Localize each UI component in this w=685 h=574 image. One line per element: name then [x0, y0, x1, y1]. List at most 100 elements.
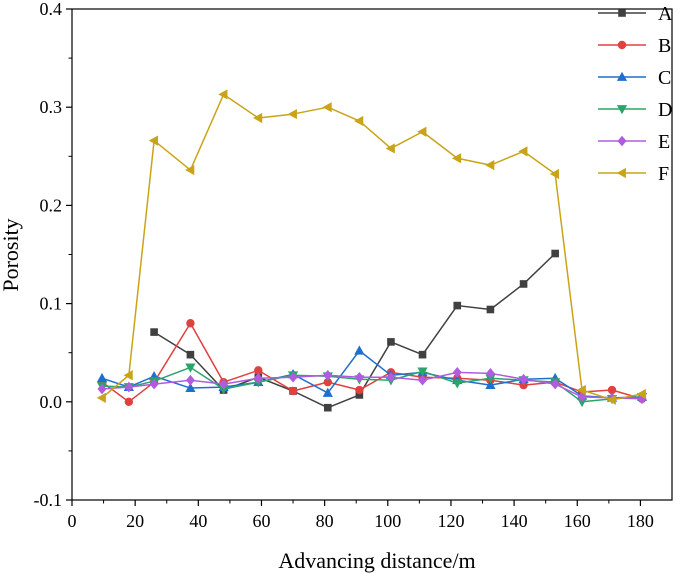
- legend-marker: [617, 40, 627, 50]
- data-point-f: [96, 392, 106, 403]
- data-point-e: [354, 371, 364, 383]
- data-point-a: [519, 280, 528, 288]
- data-point-a: [355, 391, 364, 399]
- data-point-a: [453, 301, 462, 310]
- data-point-a: [186, 350, 195, 359]
- data-point-e: [288, 371, 298, 383]
- series-f: [96, 89, 646, 405]
- data-point-f: [123, 370, 133, 381]
- data-point-f: [385, 143, 395, 154]
- data-point-f: [354, 115, 364, 127]
- data-point-e: [519, 373, 529, 385]
- x-tick-label: 80: [316, 511, 334, 531]
- data-point-c: [185, 382, 196, 392]
- legend-item-c: C: [598, 67, 671, 89]
- data-point-e: [219, 378, 229, 390]
- data-point-f: [549, 168, 560, 180]
- data-point-c: [322, 387, 333, 397]
- legend-item-d: D: [598, 99, 672, 121]
- data-point-e: [550, 378, 560, 390]
- data-point-f: [287, 108, 297, 120]
- data-point-e: [185, 374, 195, 386]
- plot-frame: [71, 8, 673, 501]
- x-tick-label: 40: [189, 511, 207, 531]
- legend-item-f: F: [598, 163, 669, 185]
- data-point-e: [124, 381, 134, 393]
- series-e: [97, 367, 647, 405]
- data-point-a: [387, 338, 395, 346]
- data-point-d: [185, 363, 196, 373]
- data-point-b: [355, 385, 364, 395]
- data-point-a: [551, 249, 559, 258]
- data-point-e: [323, 369, 333, 381]
- axes: 0 20 40 60 80 100 120 140 160 180 -0.1 0.0 0.1 0.2 0.3…: [34, 0, 673, 531]
- x-tick-label: 20: [126, 511, 144, 531]
- data-point-e: [97, 383, 107, 395]
- x-tick-label: 140: [501, 511, 528, 531]
- data-point-d: [485, 374, 496, 384]
- legend-item-a: A: [598, 3, 673, 25]
- data-point-f: [322, 102, 332, 113]
- data-point-f: [148, 135, 159, 146]
- data-point-f: [417, 126, 427, 137]
- x-tick-label: 180: [627, 511, 654, 531]
- x-tick-label: 100: [374, 511, 401, 531]
- data-point-c: [96, 372, 108, 383]
- data-point-d: [218, 385, 229, 395]
- x-tick-label: 60: [252, 511, 270, 531]
- data-point-b: [186, 319, 195, 328]
- data-point-d: [417, 367, 428, 377]
- legend-label: D: [658, 99, 672, 121]
- data-point-c: [485, 379, 496, 390]
- data-point-a: [486, 305, 495, 314]
- y-tick-label: 0.2: [40, 195, 63, 215]
- legend-marker: [616, 71, 628, 81]
- x-tick-label: 120: [437, 511, 464, 531]
- data-point-e: [418, 374, 428, 386]
- y-tick-label: 0.0: [40, 392, 63, 412]
- data-point-d: [452, 379, 463, 389]
- data-point-f: [218, 89, 228, 100]
- data-point-a: [150, 328, 158, 336]
- legend-label: B: [658, 35, 671, 57]
- y-axis-title: Porosity: [0, 218, 23, 291]
- y-tick-label: 0.1: [40, 294, 63, 314]
- y-tick-label: 0.3: [40, 97, 63, 117]
- legend-label: E: [658, 131, 670, 153]
- data-point-f: [253, 112, 263, 124]
- legend-marker: [618, 9, 626, 17]
- data-point-e: [577, 391, 587, 403]
- legend-label: C: [658, 67, 671, 89]
- data-point-f: [606, 394, 616, 405]
- legend-label: A: [658, 3, 673, 25]
- data-point-c: [354, 345, 365, 355]
- data-point-f: [576, 384, 586, 396]
- data-point-f: [185, 164, 195, 176]
- legend-marker: [617, 135, 627, 147]
- series-line-b: [101, 322, 643, 403]
- data-point-e: [253, 372, 263, 384]
- data-point-e: [386, 371, 396, 383]
- data-point-b: [254, 366, 263, 375]
- data-point-d: [576, 397, 588, 408]
- x-axis-title: Advancing distance/m: [278, 548, 475, 573]
- legend-marker: [616, 167, 626, 179]
- data-point-a: [418, 350, 427, 359]
- data-point-f: [485, 160, 495, 171]
- data-point-b: [323, 377, 332, 387]
- data-point-f: [636, 388, 646, 400]
- data-point-a: [323, 403, 332, 412]
- series-line-e: [101, 371, 643, 400]
- data-point-e: [149, 378, 159, 390]
- y-tick-label: -0.1: [34, 490, 63, 510]
- x-tick-label: 160: [564, 511, 591, 531]
- x-tick-label: 0: [68, 511, 77, 531]
- legend-item-b: B: [598, 35, 671, 57]
- data-point-e: [637, 393, 647, 405]
- data-point-f: [451, 153, 462, 164]
- data-point-e: [452, 367, 462, 378]
- data-point-b: [288, 386, 298, 396]
- y-tick-label: 0.4: [40, 0, 63, 19]
